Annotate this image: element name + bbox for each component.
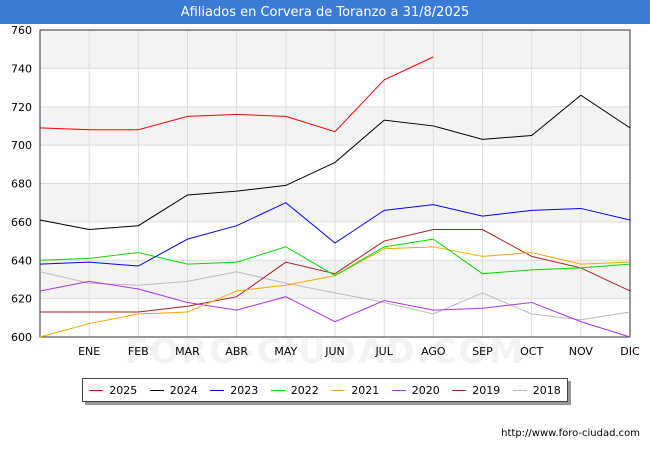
legend-item-2020: 2020 (391, 383, 440, 397)
series-line-2018 (39, 271, 631, 321)
legend-label: 2025 (109, 383, 138, 397)
x-tick-label: MAR (175, 345, 200, 358)
x-tick-label: FEB (128, 345, 149, 358)
y-tick-label: 740 (11, 62, 32, 75)
legend-item-2021: 2021 (331, 384, 379, 397)
x-tick-label: DIC (620, 345, 640, 358)
legend-swatch (210, 389, 225, 391)
legend-item-2025: 2025 (89, 384, 137, 397)
legend-item-2018: 2018 (512, 383, 561, 397)
legend-label: 2018 (532, 383, 561, 397)
series-line-2022 (39, 238, 631, 277)
legend-label: 2020 (411, 383, 440, 397)
x-tick-label: MAY (274, 345, 297, 358)
legend-swatch (270, 389, 285, 391)
x-tick-label: SEP (472, 345, 493, 358)
x-tick-label: ENE (78, 345, 100, 358)
y-tick-label: 640 (11, 254, 32, 267)
x-tick-label: OCT (520, 345, 543, 358)
y-tick-label: 760 (11, 24, 32, 37)
legend-swatch (331, 389, 346, 391)
legend-item-2019: 2019 (452, 384, 500, 397)
chart-title-text: Afiliados en Corvera de Toranzo a 31/8/2… (180, 4, 470, 20)
chart-title: Afiliados en Corvera de Toranzo a 31/8/2… (0, 0, 650, 24)
legend-swatch (452, 389, 467, 391)
y-tick-label: 700 (11, 139, 32, 152)
series-line-2019 (40, 229, 631, 313)
legend-swatch (512, 389, 527, 391)
legend-item-2023: 2023 (210, 384, 258, 397)
legend-label: 2024 (169, 383, 198, 397)
legend-label: 2022 (290, 383, 319, 397)
series-line-2023 (39, 202, 631, 267)
y-tick-label: 720 (11, 101, 32, 114)
y-tick-label: 600 (11, 331, 32, 344)
legend-label: 2019 (472, 383, 501, 397)
x-tick-label: JUN (324, 345, 345, 358)
series-line-2020 (39, 280, 631, 338)
x-tick-label: JUL (374, 345, 393, 358)
x-tick-label: NOV (569, 345, 594, 358)
y-tick-label: 660 (11, 216, 32, 229)
y-tick-label: 620 (11, 293, 32, 306)
legend-swatch (149, 389, 164, 391)
legend-label: 2021 (351, 383, 380, 397)
x-tick-label: AGO (421, 345, 446, 358)
legend-item-2022: 2022 (270, 383, 319, 397)
legend-swatch (89, 389, 104, 391)
legend: 2025 2024 2023 2022 2021 2020 2019 2018 (82, 378, 568, 402)
x-tick-label: ABR (225, 345, 248, 358)
source-url: http://www.foro-ciudad.com (501, 428, 640, 439)
series-line-2025 (39, 56, 434, 133)
watermark: FORO-CIUDAD.COM (124, 332, 526, 372)
series-line-2024 (39, 94, 631, 231)
plot-frame (39, 29, 631, 338)
legend-swatch (391, 389, 406, 391)
y-tick-label: 680 (11, 178, 32, 191)
legend-label: 2023 (230, 383, 259, 397)
legend-item-2024: 2024 (149, 383, 198, 397)
